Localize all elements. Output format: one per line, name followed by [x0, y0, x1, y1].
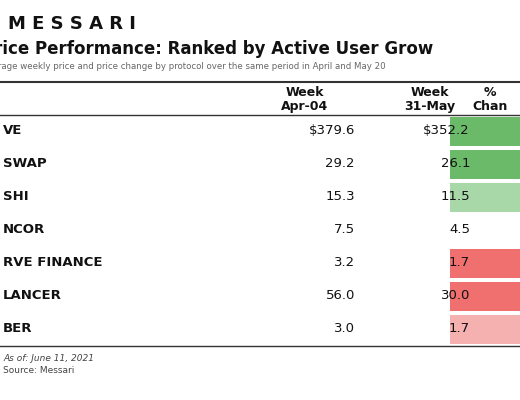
Text: SWAP: SWAP: [3, 157, 47, 170]
Text: 7.5: 7.5: [334, 223, 355, 236]
Text: As of: June 11, 2021: As of: June 11, 2021: [3, 354, 94, 363]
Text: 1.7: 1.7: [449, 256, 470, 269]
Text: M E S S A R I: M E S S A R I: [8, 15, 136, 33]
Text: 56.0: 56.0: [326, 289, 355, 302]
Text: 1.7: 1.7: [449, 322, 470, 335]
Text: 30.0: 30.0: [440, 289, 470, 302]
Text: BER: BER: [3, 322, 32, 335]
Text: Price Performance: Ranked by Active User Grow: Price Performance: Ranked by Active User…: [0, 40, 433, 58]
Text: 15.3: 15.3: [326, 190, 355, 203]
Text: 29.2: 29.2: [326, 157, 355, 170]
Text: 26.1: 26.1: [440, 157, 470, 170]
Text: Week: Week: [286, 86, 324, 99]
Text: 3.0: 3.0: [334, 322, 355, 335]
Text: NCOR: NCOR: [3, 223, 45, 236]
Bar: [450, 282, 520, 311]
Text: 4.5: 4.5: [449, 223, 470, 236]
Text: Average weekly price and price change by protocol over the same period in April : Average weekly price and price change by…: [0, 62, 386, 71]
Text: %: %: [484, 86, 496, 99]
Text: $379.6: $379.6: [309, 124, 355, 137]
Text: Source: Messari: Source: Messari: [3, 366, 74, 375]
Text: 31-May: 31-May: [405, 100, 456, 113]
Text: RVE FINANCE: RVE FINANCE: [3, 256, 102, 269]
Bar: [450, 150, 520, 179]
Text: LANCER: LANCER: [3, 289, 62, 302]
Text: $352.2: $352.2: [423, 124, 470, 137]
Text: Week: Week: [411, 86, 449, 99]
Text: 11.5: 11.5: [440, 190, 470, 203]
Text: SHI: SHI: [3, 190, 29, 203]
Bar: [450, 315, 520, 344]
Bar: [450, 249, 520, 278]
Bar: [450, 117, 520, 146]
Text: Apr-04: Apr-04: [281, 100, 329, 113]
Text: Chan: Chan: [472, 100, 508, 113]
Text: VE: VE: [3, 124, 22, 137]
Text: 3.2: 3.2: [334, 256, 355, 269]
Bar: [450, 183, 520, 212]
